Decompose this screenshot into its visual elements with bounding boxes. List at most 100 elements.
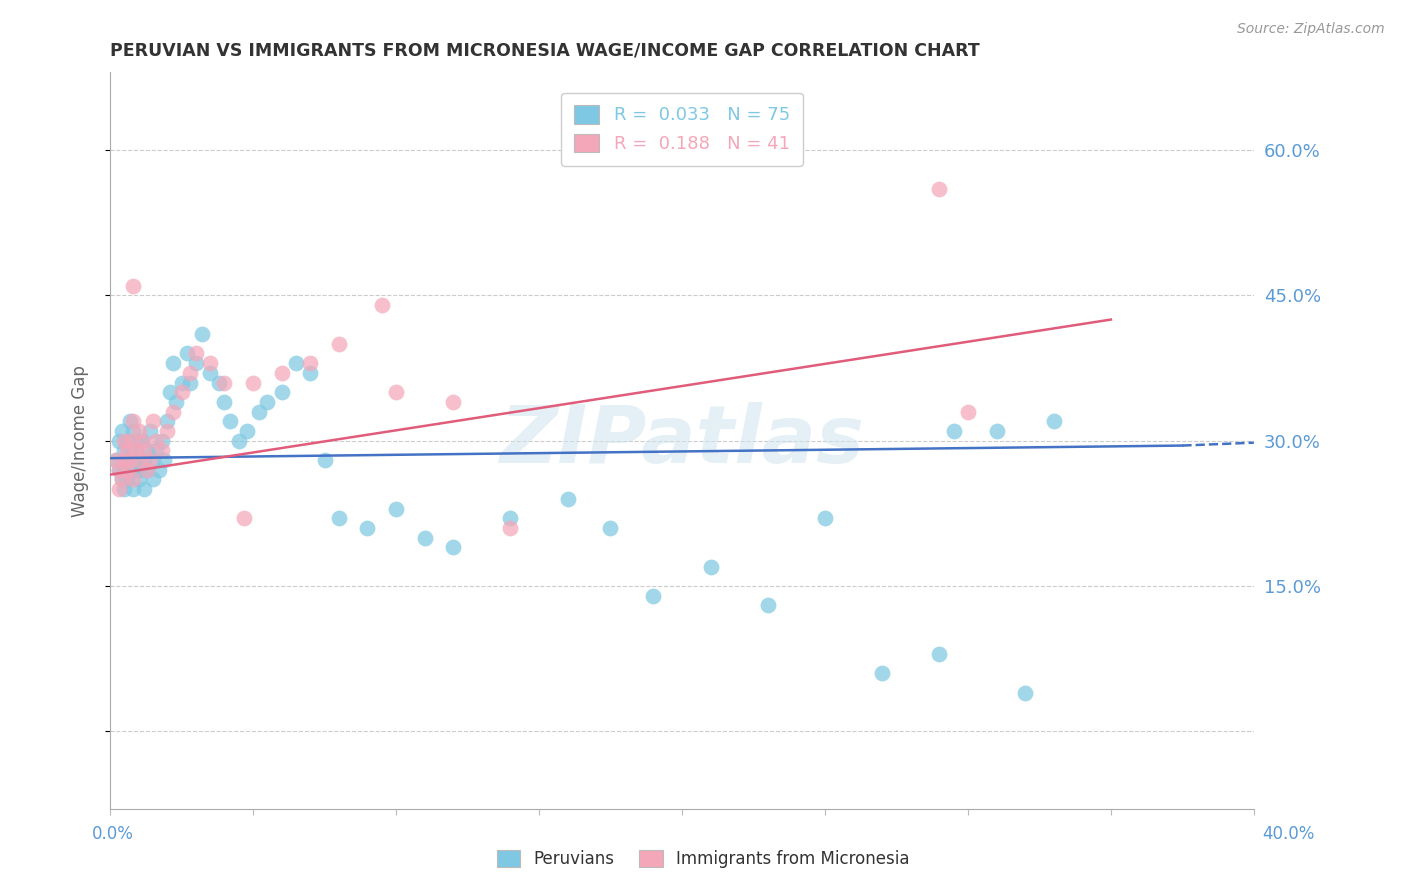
Point: [228, 434, 250, 448]
Point: [131, 463, 153, 477]
Point: [107, 482, 129, 496]
Point: [150, 443, 173, 458]
Point: [120, 434, 142, 448]
Point: [122, 473, 145, 487]
Point: [928, 647, 950, 661]
Point: [928, 182, 950, 196]
Point: [270, 385, 292, 400]
Point: [145, 434, 167, 448]
Point: [162, 356, 184, 370]
Point: [942, 424, 965, 438]
Point: [128, 434, 150, 448]
Point: [499, 521, 522, 535]
Point: [125, 443, 148, 458]
Point: [153, 453, 176, 467]
Point: [139, 453, 162, 467]
Point: [110, 473, 132, 487]
Point: [1042, 414, 1064, 428]
Point: [110, 473, 132, 487]
Point: [115, 434, 138, 448]
Point: [214, 395, 236, 409]
Point: [441, 541, 464, 555]
Point: [104, 453, 127, 467]
Point: [643, 589, 665, 603]
Point: [107, 434, 129, 448]
Point: [156, 414, 179, 428]
Point: [112, 443, 135, 458]
Point: [110, 424, 132, 438]
Y-axis label: Wage/Income Gap: Wage/Income Gap: [72, 365, 89, 516]
Point: [385, 385, 408, 400]
Point: [162, 404, 184, 418]
Point: [128, 453, 150, 467]
Point: [142, 414, 165, 428]
Point: [299, 356, 322, 370]
Point: [145, 443, 167, 458]
Point: [198, 366, 221, 380]
Text: 0.0%: 0.0%: [91, 825, 134, 843]
Point: [112, 453, 135, 467]
Point: [165, 395, 187, 409]
Point: [122, 424, 145, 438]
Point: [236, 424, 259, 438]
Point: [136, 463, 159, 477]
Point: [190, 327, 212, 342]
Point: [120, 443, 142, 458]
Point: [179, 376, 201, 390]
Point: [179, 366, 201, 380]
Point: [122, 414, 145, 428]
Point: [571, 123, 593, 137]
Point: [122, 482, 145, 496]
Point: [986, 424, 1008, 438]
Point: [299, 366, 322, 380]
Point: [247, 404, 270, 418]
Point: [956, 404, 979, 418]
Point: [176, 346, 198, 360]
Point: [134, 453, 156, 467]
Point: [128, 473, 150, 487]
Point: [198, 356, 221, 370]
Legend: R =  0.033   N = 75, R =  0.188   N = 41: R = 0.033 N = 75, R = 0.188 N = 41: [561, 93, 803, 166]
Legend: Peruvians, Immigrants from Micronesia: Peruvians, Immigrants from Micronesia: [489, 843, 917, 875]
Point: [599, 521, 621, 535]
Point: [112, 434, 135, 448]
Point: [156, 424, 179, 438]
Point: [328, 511, 350, 525]
Point: [314, 453, 336, 467]
Point: [328, 336, 350, 351]
Point: [370, 298, 392, 312]
Point: [120, 453, 142, 467]
Point: [184, 356, 207, 370]
Point: [413, 531, 436, 545]
Point: [214, 376, 236, 390]
Point: [122, 453, 145, 467]
Point: [356, 521, 378, 535]
Point: [115, 463, 138, 477]
Point: [131, 434, 153, 448]
Point: [128, 453, 150, 467]
Point: [136, 443, 159, 458]
Point: [122, 278, 145, 293]
Point: [756, 599, 779, 613]
Point: [139, 424, 162, 438]
Point: [499, 511, 522, 525]
Text: PERUVIAN VS IMMIGRANTS FROM MICRONESIA WAGE/INCOME GAP CORRELATION CHART: PERUVIAN VS IMMIGRANTS FROM MICRONESIA W…: [110, 42, 980, 60]
Text: ZIPatlas: ZIPatlas: [499, 401, 865, 480]
Point: [219, 414, 242, 428]
Point: [128, 424, 150, 438]
Point: [184, 346, 207, 360]
Point: [131, 434, 153, 448]
Point: [107, 463, 129, 477]
Point: [134, 482, 156, 496]
Point: [170, 385, 193, 400]
Point: [256, 395, 278, 409]
Text: 40.0%: 40.0%: [1263, 825, 1315, 843]
Point: [557, 491, 579, 506]
Point: [125, 463, 148, 477]
Point: [142, 453, 165, 467]
Point: [115, 473, 138, 487]
Point: [385, 501, 408, 516]
Point: [270, 366, 292, 380]
Point: [159, 385, 181, 400]
Point: [699, 559, 721, 574]
